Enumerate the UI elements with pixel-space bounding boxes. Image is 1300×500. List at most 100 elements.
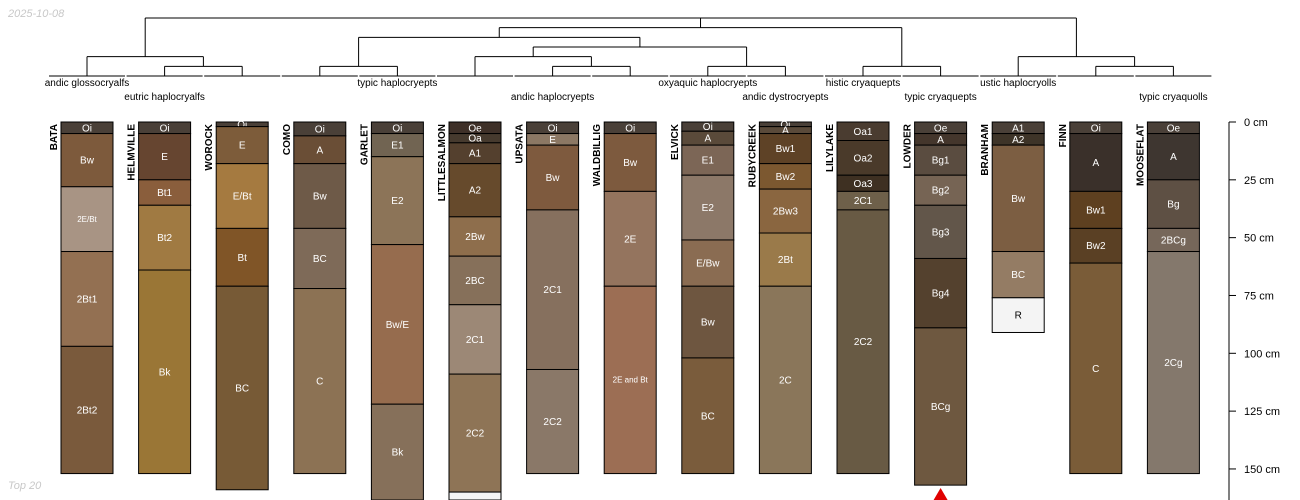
horizon-label: E/Bw bbox=[696, 259, 720, 270]
horizon-label: Bk bbox=[392, 448, 405, 459]
profile-name: MOOSEFLAT bbox=[1135, 124, 1146, 186]
horizon-label: A1 bbox=[469, 149, 482, 160]
horizon-label: 2Bt bbox=[778, 255, 793, 266]
horizon-label: Oa2 bbox=[854, 153, 873, 164]
horizon-block bbox=[681, 144, 735, 176]
taxon-label: typic haplocryepts bbox=[357, 78, 437, 89]
horizon-block bbox=[681, 285, 735, 359]
horizon-label: Bg4 bbox=[932, 289, 950, 300]
horizon-label: Oa3 bbox=[854, 179, 873, 190]
taxon-label: andic dystrocryepts bbox=[742, 92, 828, 103]
horizon-label: E2 bbox=[702, 203, 715, 214]
taxon-label: eutric haplocryalfs bbox=[124, 92, 205, 103]
horizon-label: 2Bw bbox=[465, 232, 485, 243]
horizon-block bbox=[681, 357, 735, 475]
horizon-label: 2Bt1 bbox=[77, 294, 98, 305]
horizon-label: Oe bbox=[1167, 123, 1181, 134]
horizon-label: 2C1 bbox=[854, 196, 873, 207]
horizon-label: 2BCg bbox=[1161, 235, 1186, 246]
horizon-label: A2 bbox=[469, 186, 482, 197]
horizon-label: 2C2 bbox=[543, 417, 562, 428]
horizon-block bbox=[448, 163, 502, 218]
profile-name: LITTLESALMON bbox=[437, 124, 448, 201]
depth-axis-tick-label: 75 cm bbox=[1244, 290, 1274, 302]
horizon-label: E bbox=[549, 135, 556, 146]
horizon-block bbox=[370, 156, 424, 246]
profile-name: GARLET bbox=[359, 124, 370, 165]
horizon-label: 2Bw3 bbox=[773, 207, 798, 218]
horizon-block bbox=[293, 288, 347, 475]
horizon-block bbox=[603, 285, 657, 475]
horizon-label: A bbox=[1092, 158, 1099, 169]
horizon-label: E bbox=[161, 152, 168, 163]
horizon-label: BCg bbox=[931, 402, 950, 413]
horizon-block bbox=[526, 368, 580, 475]
depth-axis-tick-label: 0 cm bbox=[1244, 117, 1268, 129]
horizon-label: 2E and Bt bbox=[613, 376, 649, 385]
horizon-label: Bg bbox=[1167, 200, 1179, 211]
horizon-label: Oe bbox=[934, 123, 948, 134]
horizon-block bbox=[60, 186, 114, 253]
horizon-block bbox=[991, 251, 1045, 299]
horizon-label: Oi bbox=[82, 123, 92, 134]
horizon-label: Bt1 bbox=[157, 188, 172, 199]
horizon-block bbox=[293, 227, 347, 290]
horizon-block bbox=[603, 190, 657, 287]
horizon-label: Bt bbox=[237, 253, 247, 264]
horizon-label: E bbox=[239, 141, 246, 152]
horizon-label: Oi bbox=[1091, 123, 1101, 134]
horizon-block bbox=[758, 285, 812, 475]
horizon-block bbox=[215, 126, 269, 165]
horizon-block bbox=[914, 174, 968, 206]
horizon-label: A bbox=[937, 135, 944, 146]
horizon-label: E1 bbox=[702, 156, 715, 167]
depth-axis-tick-label: 50 cm bbox=[1244, 233, 1274, 245]
profile-name: ELVICK bbox=[670, 123, 681, 160]
horizon-label: 2C bbox=[779, 375, 792, 386]
profile-name: LILYLAKE bbox=[825, 124, 836, 172]
horizon-block bbox=[526, 209, 580, 370]
profile-name: HELMVILLE bbox=[127, 124, 138, 181]
horizon-label: Oi bbox=[703, 122, 713, 133]
horizon-block bbox=[914, 327, 968, 486]
horizon-label: Oi bbox=[160, 123, 170, 134]
horizon-label: A bbox=[316, 145, 323, 156]
profile-name: COMO bbox=[282, 124, 293, 155]
horizon-block bbox=[293, 135, 347, 165]
horizon-block bbox=[138, 204, 192, 271]
horizon-label: Bt2 bbox=[157, 233, 172, 244]
horizon-block bbox=[138, 179, 192, 206]
horizon-label: R bbox=[1015, 311, 1022, 322]
horizon-label: Oa1 bbox=[854, 127, 873, 138]
horizon-label: BC bbox=[1011, 270, 1025, 281]
horizon-label: C bbox=[1092, 364, 1099, 375]
horizon-label: Bw bbox=[313, 192, 328, 203]
horizon-label: Bg3 bbox=[932, 227, 950, 238]
horizon-label: Oi bbox=[315, 124, 325, 135]
horizon-label: E/Bt bbox=[233, 192, 252, 203]
horizon-label: Bw bbox=[546, 173, 561, 184]
horizon-label: Bw1 bbox=[1086, 205, 1106, 216]
horizon-block bbox=[370, 403, 424, 500]
profile-name: WALDBILLIG bbox=[592, 124, 603, 186]
taxon-label: typic cryaquepts bbox=[904, 92, 976, 103]
horizon-label: Bk bbox=[159, 367, 172, 378]
horizon-block bbox=[914, 144, 968, 176]
horizon-label: A bbox=[704, 134, 711, 145]
horizon-label: BC bbox=[235, 383, 249, 394]
horizon-label: Bw bbox=[623, 158, 638, 169]
horizon-label: C bbox=[316, 377, 323, 388]
horizon-block bbox=[1146, 133, 1200, 181]
horizon-block bbox=[448, 373, 502, 493]
horizon-label: Bw bbox=[701, 318, 716, 329]
profile-name: UPSATA bbox=[515, 124, 526, 164]
horizon-block bbox=[448, 491, 502, 500]
horizon-block bbox=[60, 345, 114, 475]
horizon-block bbox=[681, 239, 735, 287]
horizon-label: Bw2 bbox=[776, 172, 796, 183]
horizon-block bbox=[914, 257, 968, 329]
horizon-block bbox=[370, 244, 424, 405]
horizon-label: 2C2 bbox=[854, 337, 873, 348]
horizon-label: Bg2 bbox=[932, 186, 950, 197]
horizon-block bbox=[758, 232, 812, 287]
